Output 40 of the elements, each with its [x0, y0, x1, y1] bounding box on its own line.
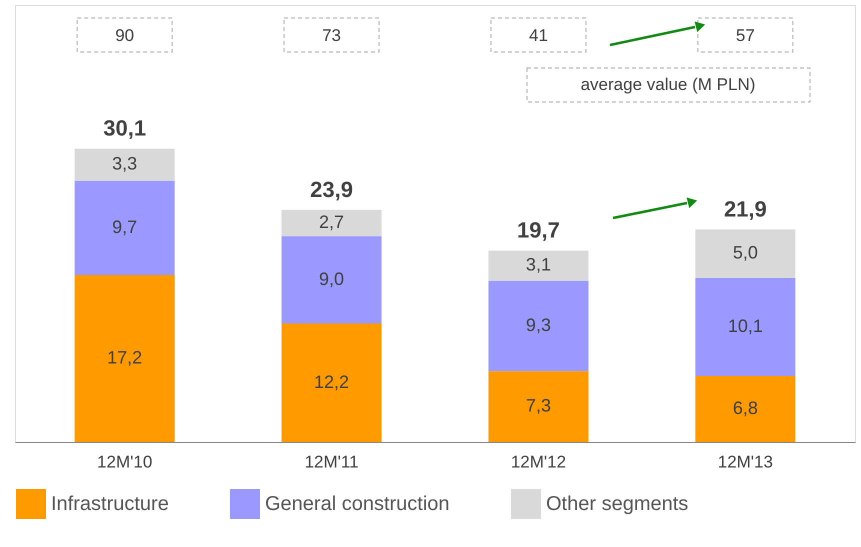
bar [282, 236, 382, 324]
data-label: 7,3 [526, 396, 551, 416]
bar [74, 274, 175, 442]
bar [695, 278, 796, 376]
text: 57 [736, 26, 755, 45]
x-tick-label: 12M'10 [97, 452, 152, 472]
bar [488, 250, 588, 281]
total-label: 19,7 [517, 218, 560, 243]
text: 90 [115, 26, 134, 45]
data-label: 12,2 [314, 372, 350, 392]
bar [695, 229, 796, 278]
text: 73 [322, 26, 342, 45]
x-tick-label: 12M'13 [718, 452, 773, 472]
bar [74, 148, 175, 181]
data-label: 10,1 [728, 316, 763, 336]
text: 41 [528, 26, 548, 45]
data-label: 6,8 [732, 398, 758, 418]
total-label: 21,9 [724, 196, 767, 222]
bar [282, 210, 382, 236]
data-label: 9,7 [112, 216, 138, 237]
data-label: 9,3 [526, 314, 551, 335]
x-tick-label: 12M'12 [510, 452, 566, 472]
bar [488, 280, 588, 372]
bar [695, 376, 796, 442]
legend-label: Other segments [546, 493, 688, 515]
data-label: 3,3 [112, 154, 138, 174]
bar [74, 180, 175, 275]
bar [488, 371, 588, 442]
x-tick-label: 12M'11 [304, 452, 359, 472]
data-label: 9,0 [319, 268, 344, 289]
bar [282, 324, 382, 442]
data-label: 2,7 [319, 212, 344, 232]
legend-label: Infrastructure [51, 493, 169, 515]
total-label: 30,1 [103, 116, 146, 141]
data-label: 5,0 [732, 242, 758, 263]
data-label: 3,1 [526, 254, 551, 275]
legend-label: General construction [265, 493, 450, 515]
data-label: 17,2 [107, 347, 142, 368]
text: average value (M PLN) [580, 75, 756, 94]
total-label: 23,9 [310, 176, 353, 202]
